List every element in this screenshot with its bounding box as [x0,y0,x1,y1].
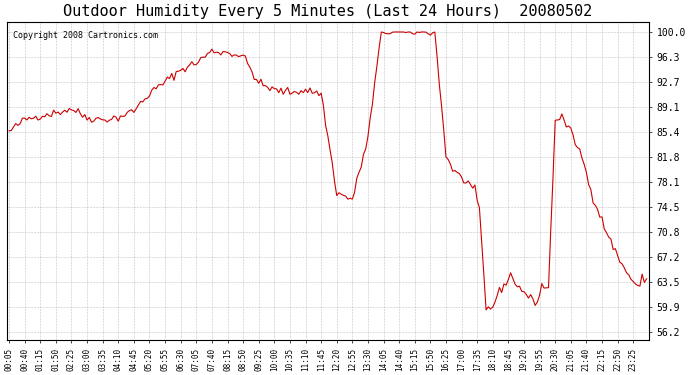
Title: Outdoor Humidity Every 5 Minutes (Last 24 Hours)  20080502: Outdoor Humidity Every 5 Minutes (Last 2… [63,4,593,19]
Text: Copyright 2008 Cartronics.com: Copyright 2008 Cartronics.com [13,31,158,40]
